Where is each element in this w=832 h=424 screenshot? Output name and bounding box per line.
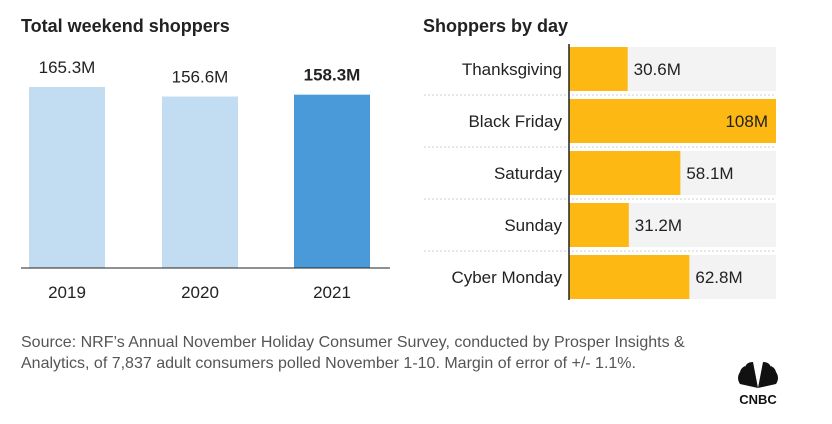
bar-2019 [29,87,105,268]
category-label: Thanksgiving [462,60,562,79]
bar-value-label: 108M [725,112,768,131]
nbc-peacock-icon: CNBC [738,362,778,407]
category-label: Cyber Monday [451,268,562,287]
bar-value-label: 165.3M [39,58,96,77]
bar-black-friday [569,99,776,143]
category-label: Sunday [504,216,562,235]
right-chart-title: Shoppers by day [423,16,569,36]
cnbc-logo: CNBC [728,358,788,408]
bar-value-label: 158.3M [304,66,361,85]
bar-value-label: 31.2M [635,216,682,235]
bar-saturday [569,151,681,195]
category-label: Saturday [494,164,563,183]
bar-2021 [294,94,370,268]
category-label: Black Friday [468,112,562,131]
cnbc-logo-text: CNBC [739,392,777,407]
x-tick-label: 2020 [181,283,219,302]
shoppers-by-day-chart: Thanksgiving 30.6M Black Friday 108M Saturda… [424,44,776,300]
bar-thanksgiving [569,47,628,91]
x-tick-label: 2019 [48,283,86,302]
bar-value-label: 30.6M [634,60,681,79]
left-chart-title: Total weekend shoppers [21,16,230,36]
bar-2020 [162,96,238,269]
x-tick-label: 2021 [313,283,351,302]
bar-value-label: 58.1M [686,164,733,183]
weekend-shoppers-chart: 165.3M 2019 156.6M 2020 158.3M 2021 [21,58,390,302]
bar-sunday [569,203,629,247]
bar-cyber-monday [569,255,690,299]
source-note: Source: NRF’s Annual November Holiday Co… [21,334,685,372]
bar-value-label: 62.8M [695,268,742,287]
bar-value-label: 156.6M [172,68,229,87]
